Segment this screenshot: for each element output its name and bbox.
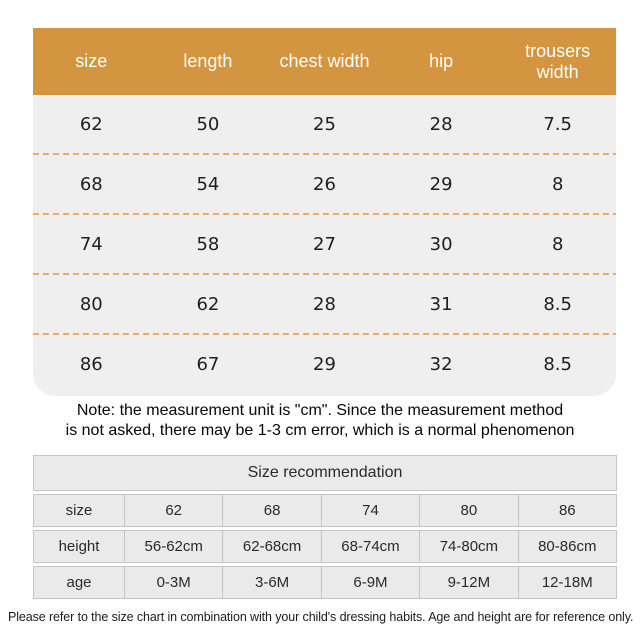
size-value: 80	[420, 494, 519, 527]
cell-length: 67	[196, 353, 220, 375]
note-line-2: is not asked, there may be 1-3 cm error,…	[65, 421, 575, 439]
height-value: 80-86cm	[518, 530, 617, 563]
recommendation-title-row: Size recommendation	[33, 455, 617, 491]
cell-chest-width: 28	[313, 293, 336, 315]
cell-size: 68	[79, 173, 103, 195]
table-row-size-74: 74 58 27 30 8	[33, 215, 616, 273]
size-value: 68	[223, 494, 322, 527]
age-value: 12-18M	[518, 566, 617, 599]
recommendation-row-height: height 56-62cm 62-68cm 68-74cm 74-80cm 8…	[33, 530, 617, 563]
cell-chest-width: 29	[313, 353, 336, 375]
size-value: 86	[518, 494, 617, 527]
cell-length: 58	[196, 233, 220, 255]
measurement-size-chart: size length chest width hip trousers wid…	[33, 28, 616, 396]
dashed-row-separator	[33, 213, 616, 215]
column-header-length: length	[183, 51, 233, 72]
table-row-size-62: 62 50 25 28 7.5	[33, 95, 616, 153]
age-value: 9-12M	[420, 566, 519, 599]
cell-hip: 32	[429, 353, 453, 375]
cell-size: 62	[79, 113, 103, 135]
age-value: 0-3M	[125, 566, 224, 599]
column-header-trousers-width: trousers width	[525, 41, 591, 82]
size-chart-body: 62 50 25 28 7.5 68 54 26 29 8 74 58 27 3…	[33, 95, 616, 396]
cell-size: 80	[79, 293, 103, 315]
recommendation-table-title: Size recommendation	[33, 455, 617, 491]
height-value: 62-68cm	[223, 530, 322, 563]
size-chart-header-row: size length chest width hip trousers wid…	[33, 28, 616, 95]
column-header-hip: hip	[429, 51, 454, 72]
cell-length: 54	[196, 173, 220, 195]
dashed-row-separator	[33, 273, 616, 275]
size-recommendation-table: Size recommendation size 62 68 74 80 86 …	[33, 452, 617, 602]
note-line-1: Note: the measurement unit is "cm". Sinc…	[76, 402, 564, 419]
cell-hip: 30	[429, 233, 453, 255]
row-label-size: size	[33, 494, 125, 527]
age-value: 6-9M	[321, 566, 421, 599]
size-value: 62	[125, 494, 224, 527]
cell-length: 50	[196, 113, 220, 135]
cell-hip: 28	[429, 113, 453, 135]
cell-trousers-width: 8.5	[543, 293, 572, 315]
row-label-age: age	[33, 566, 125, 599]
recommendation-row-size: size 62 68 74 80 86	[33, 494, 617, 527]
cell-trousers-width: 8	[551, 173, 564, 195]
cell-hip: 29	[429, 173, 453, 195]
size-value: 74	[321, 494, 421, 527]
row-label-height: height	[33, 530, 125, 563]
recommendation-row-age: age 0-3M 3-6M 6-9M 9-12M 12-18M	[33, 566, 617, 599]
reference-disclaimer: Please refer to the size chart in combin…	[8, 610, 634, 624]
cell-trousers-width: 8	[551, 233, 564, 255]
cell-length: 62	[196, 293, 220, 315]
column-header-chest-width: chest width	[279, 51, 370, 72]
height-value: 56-62cm	[125, 530, 224, 563]
dashed-row-separator	[33, 153, 616, 155]
column-header-size: size	[75, 51, 108, 72]
measurement-note: Note: the measurement unit is "cm". Sinc…	[0, 401, 640, 440]
cell-trousers-width: 7.5	[543, 113, 572, 135]
height-value: 74-80cm	[420, 530, 519, 563]
table-row-size-68: 68 54 26 29 8	[33, 155, 616, 213]
cell-chest-width: 27	[313, 233, 336, 255]
cell-trousers-width: 8.5	[543, 353, 572, 375]
age-value: 3-6M	[223, 566, 322, 599]
cell-size: 86	[79, 353, 103, 375]
height-value: 68-74cm	[321, 530, 421, 563]
cell-chest-width: 26	[313, 173, 336, 195]
cell-size: 74	[79, 233, 103, 255]
table-row-size-86: 86 67 29 32 8.5	[33, 335, 616, 393]
dashed-row-separator	[33, 333, 616, 335]
cell-hip: 31	[429, 293, 453, 315]
cell-chest-width: 25	[313, 113, 336, 135]
table-row-size-80: 80 62 28 31 8.5	[33, 275, 616, 333]
